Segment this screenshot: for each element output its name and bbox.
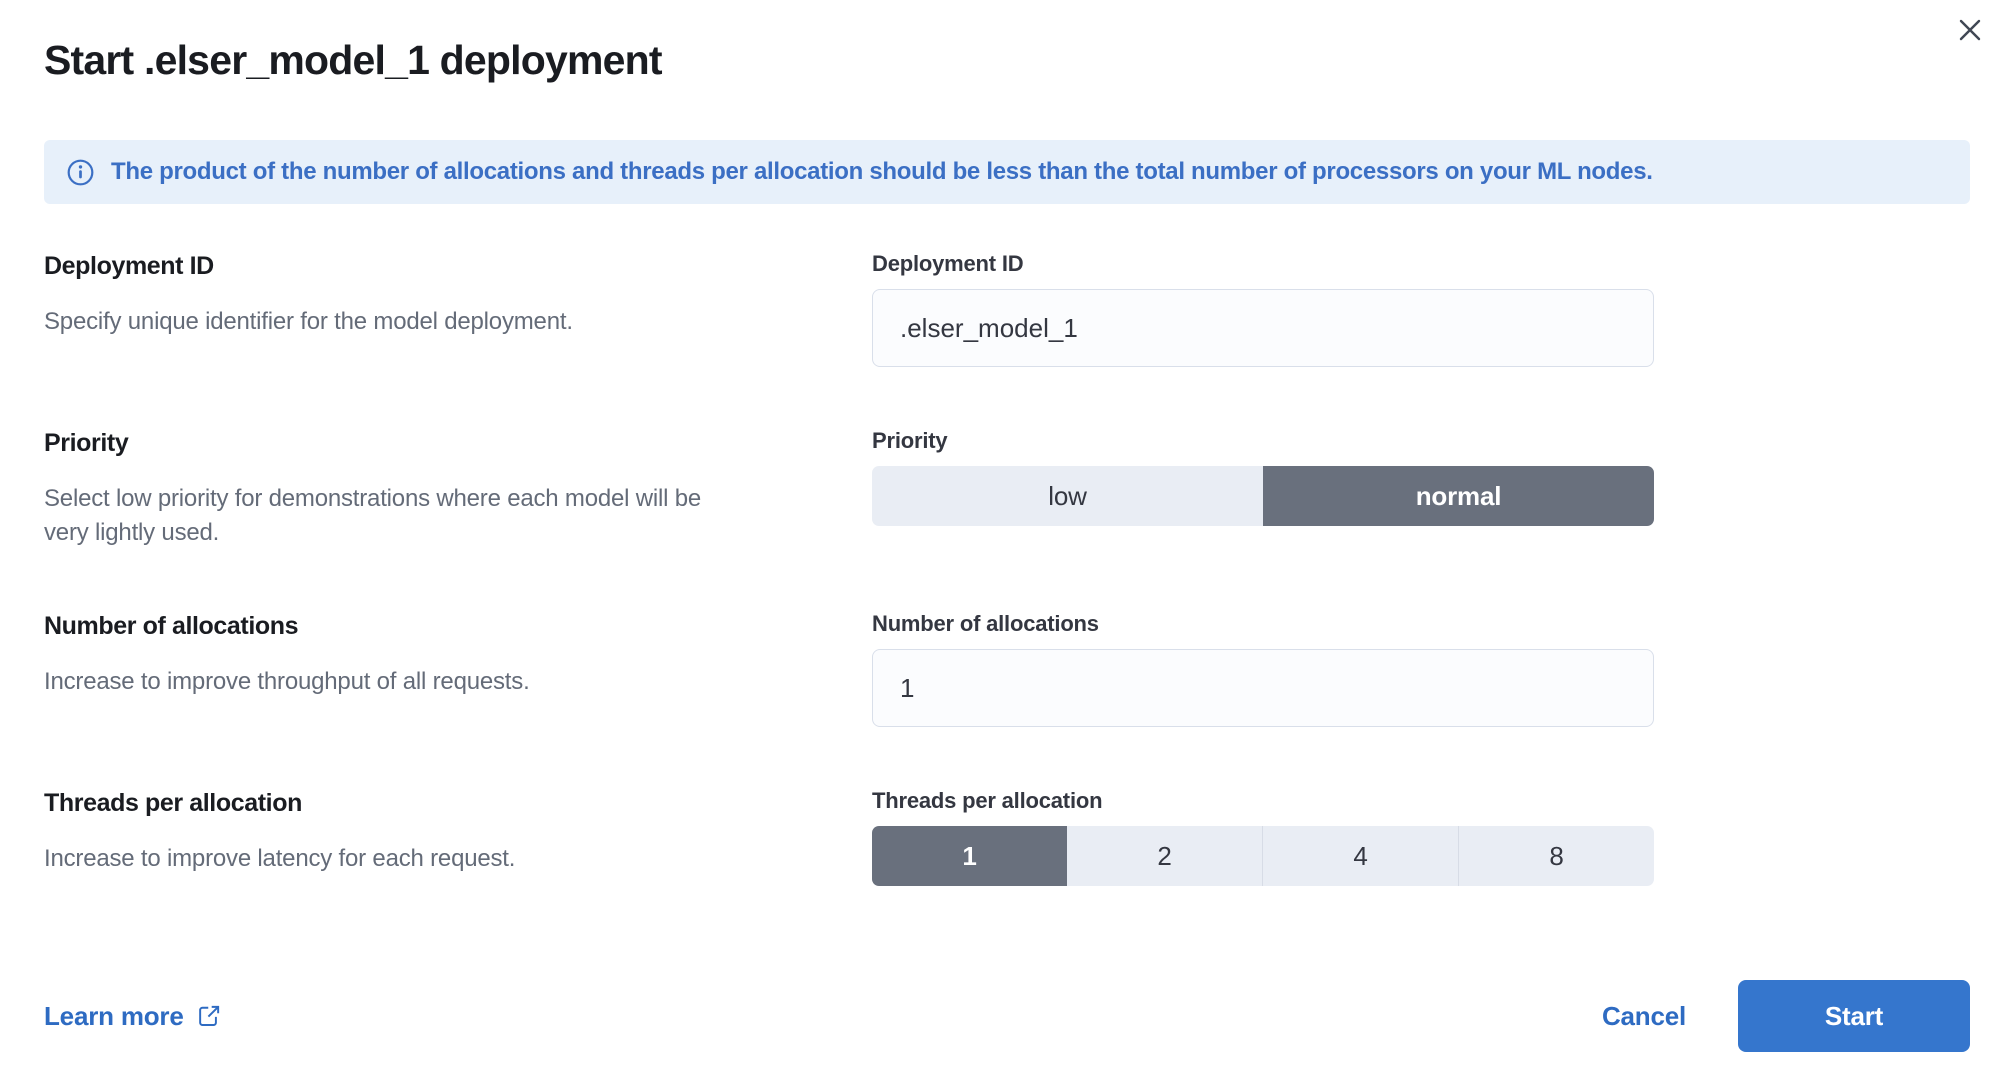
- form-row-deployment-id: Deployment ID Specify unique identifier …: [44, 250, 1970, 367]
- close-button[interactable]: [1948, 8, 1992, 52]
- deployment-id-description: Specify unique identifier for the model …: [44, 308, 573, 335]
- deployment-id-field-label: Deployment ID: [872, 251, 1024, 276]
- info-icon: [67, 159, 94, 186]
- threads-option-8[interactable]: 8: [1458, 826, 1654, 886]
- threads-description: Increase to improve latency for each req…: [44, 845, 516, 872]
- threads-option-4[interactable]: 4: [1262, 826, 1458, 886]
- allocations-heading: Number of allocations: [44, 612, 299, 640]
- priority-button-group: low normal: [872, 466, 1654, 526]
- deployment-id-heading: Deployment ID: [44, 252, 214, 280]
- threads-option-2[interactable]: 2: [1067, 826, 1262, 886]
- learn-more-link[interactable]: Learn more: [44, 1001, 221, 1032]
- allocations-field-label: Number of allocations: [872, 611, 1099, 636]
- threads-heading: Threads per allocation: [44, 789, 302, 817]
- learn-more-label: Learn more: [44, 1000, 184, 1031]
- form-row-allocations: Number of allocations Increase to improv…: [44, 610, 1970, 727]
- external-link-icon: [197, 1004, 221, 1028]
- allocations-input[interactable]: [872, 649, 1654, 727]
- form-row-threads: Threads per allocation Increase to impro…: [44, 787, 1970, 886]
- threads-field-label: Threads per allocation: [872, 788, 1103, 813]
- threads-button-group: 1 2 4 8: [872, 826, 1654, 886]
- priority-heading: Priority: [44, 429, 129, 457]
- threads-option-1[interactable]: 1: [872, 826, 1067, 886]
- modal-footer: Learn more Cancel Start: [44, 980, 1970, 1052]
- start-button[interactable]: Start: [1738, 980, 1970, 1052]
- allocations-description: Increase to improve throughput of all re…: [44, 668, 530, 695]
- callout-text: The product of the number of allocations…: [111, 158, 1653, 185]
- form-row-priority: Priority Select low priority for demonst…: [44, 427, 1970, 550]
- modal-title: Start .elser_model_1 deployment: [44, 37, 663, 83]
- form-rows: Deployment ID Specify unique identifier …: [44, 250, 1970, 886]
- deployment-id-input[interactable]: [872, 289, 1654, 367]
- priority-description: Select low priority for demonstrations w…: [44, 485, 702, 546]
- priority-option-normal[interactable]: normal: [1263, 466, 1654, 526]
- close-icon: [1959, 19, 1981, 41]
- info-callout: The product of the number of allocations…: [44, 140, 1970, 204]
- priority-option-low[interactable]: low: [872, 466, 1263, 526]
- cancel-button[interactable]: Cancel: [1601, 1000, 1686, 1031]
- priority-field-label: Priority: [872, 428, 948, 453]
